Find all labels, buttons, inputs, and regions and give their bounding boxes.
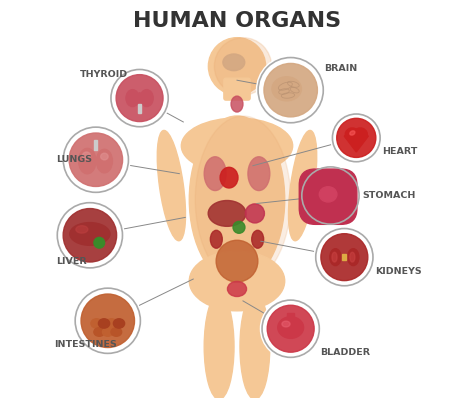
Circle shape [62, 126, 130, 194]
Ellipse shape [223, 54, 245, 71]
Ellipse shape [216, 240, 258, 282]
Ellipse shape [252, 230, 264, 248]
Circle shape [307, 172, 354, 219]
Ellipse shape [231, 96, 243, 112]
Text: KIDNEYS: KIDNEYS [375, 267, 422, 276]
Text: HUMAN ORGANS: HUMAN ORGANS [133, 11, 341, 31]
Ellipse shape [282, 321, 290, 327]
Bar [94, 140, 98, 150]
Ellipse shape [157, 130, 185, 241]
Circle shape [73, 286, 142, 355]
Ellipse shape [330, 249, 341, 266]
Ellipse shape [332, 252, 337, 262]
Ellipse shape [208, 200, 246, 226]
Ellipse shape [106, 319, 117, 328]
Ellipse shape [76, 226, 88, 233]
Bar [343, 254, 346, 260]
Circle shape [337, 119, 376, 158]
Ellipse shape [228, 281, 246, 296]
Ellipse shape [350, 252, 355, 262]
Ellipse shape [319, 187, 337, 202]
Ellipse shape [94, 328, 105, 336]
Ellipse shape [220, 167, 238, 188]
Circle shape [69, 133, 123, 186]
Ellipse shape [246, 204, 264, 223]
Text: STOMACH: STOMACH [362, 191, 416, 200]
Ellipse shape [111, 328, 122, 336]
Ellipse shape [91, 319, 102, 328]
Ellipse shape [204, 294, 234, 399]
Ellipse shape [289, 130, 317, 241]
FancyBboxPatch shape [299, 169, 357, 224]
FancyBboxPatch shape [224, 78, 250, 100]
Ellipse shape [137, 93, 142, 106]
Ellipse shape [240, 294, 270, 399]
Ellipse shape [82, 152, 91, 160]
Ellipse shape [70, 223, 110, 245]
Ellipse shape [248, 157, 270, 191]
Text: LIVER: LIVER [56, 257, 87, 266]
Text: LUNGS: LUNGS [56, 155, 92, 164]
Circle shape [260, 298, 321, 359]
Circle shape [300, 165, 361, 226]
Ellipse shape [102, 328, 113, 336]
Ellipse shape [189, 251, 285, 311]
Ellipse shape [354, 128, 367, 141]
Circle shape [63, 209, 117, 262]
Circle shape [109, 68, 170, 128]
Ellipse shape [96, 149, 112, 173]
Circle shape [209, 38, 265, 95]
Circle shape [321, 234, 368, 280]
Circle shape [264, 63, 318, 117]
Ellipse shape [195, 116, 291, 283]
Ellipse shape [126, 90, 139, 107]
Ellipse shape [182, 118, 292, 174]
Ellipse shape [345, 128, 359, 141]
Ellipse shape [79, 148, 96, 174]
Text: BRAIN: BRAIN [325, 64, 358, 73]
Ellipse shape [140, 90, 153, 107]
Ellipse shape [278, 317, 303, 338]
Circle shape [55, 201, 124, 269]
Ellipse shape [100, 153, 108, 160]
Circle shape [94, 237, 105, 248]
Circle shape [314, 227, 374, 287]
Text: HEART: HEART [382, 147, 418, 156]
Ellipse shape [347, 249, 359, 266]
Circle shape [116, 75, 163, 122]
Ellipse shape [99, 319, 109, 328]
Text: THYROID: THYROID [80, 70, 128, 79]
Polygon shape [344, 136, 368, 152]
Ellipse shape [189, 116, 285, 283]
Bar [287, 314, 294, 319]
Text: BLADDER: BLADDER [320, 348, 371, 357]
Circle shape [214, 38, 272, 95]
Circle shape [256, 56, 325, 124]
Bar [138, 104, 141, 113]
Ellipse shape [113, 319, 125, 328]
Ellipse shape [204, 157, 226, 191]
Text: INTESTINES: INTESTINES [54, 340, 117, 349]
Ellipse shape [272, 77, 301, 101]
Circle shape [267, 305, 314, 352]
Ellipse shape [350, 131, 355, 135]
Circle shape [233, 221, 245, 233]
Circle shape [331, 113, 382, 163]
Circle shape [81, 294, 135, 348]
Ellipse shape [210, 230, 222, 248]
